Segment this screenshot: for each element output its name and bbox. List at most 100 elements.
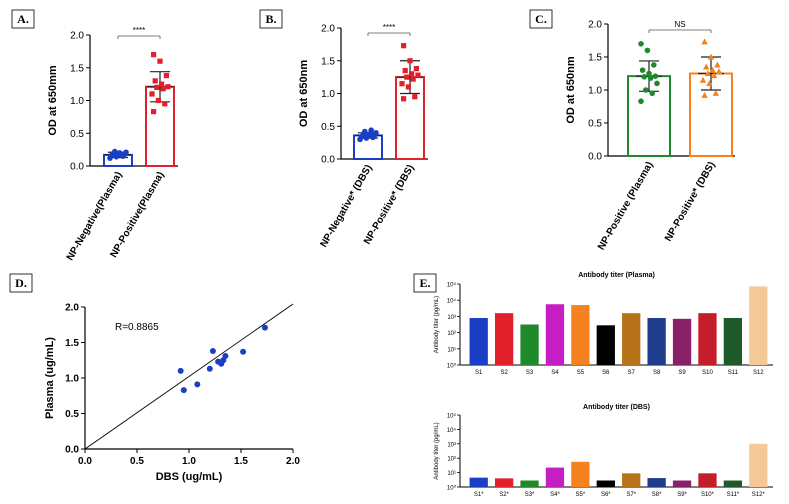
panel-label-text: A. [17,12,29,26]
data-point [157,58,163,64]
category-label: S7* [626,492,636,498]
data-point [151,52,157,58]
y-tick-label: 2.0 [588,20,602,31]
y-tick-label: 0.0 [588,152,602,163]
x-tick-label: 0.0 [78,456,92,467]
bar-S1 [469,318,488,365]
y-axis-label: Antibody titer (pg/mL) [434,296,440,353]
data-point [410,76,416,82]
data-point [152,78,158,84]
y-tick-label: 0.5 [588,119,602,130]
category-label: S5* [576,492,586,498]
category-label: S8 [653,370,661,376]
category-label: S3 [526,370,534,376]
panel-label-text: D. [15,276,27,290]
y-tick-label: 10¹ [447,347,456,353]
data-point [368,127,375,133]
bar-S4* [545,467,565,487]
category-label: S9 [678,370,686,376]
bar-S8* [647,478,666,487]
data-point [405,84,411,90]
y-axis-label: OD at 650nm [298,60,310,127]
data-point [123,149,129,156]
regression-line [84,303,294,450]
data-point [652,73,659,79]
data-point [699,76,707,83]
data-point [112,148,118,155]
data-point [180,387,187,394]
data-point [159,81,165,87]
y-tick-label: 10⁰ [447,363,457,370]
data-point [651,62,657,68]
data-point [654,80,660,87]
data-point [701,91,708,98]
y-tick-label: 10⁴ [447,427,457,434]
bar-S1* [469,477,488,487]
y-tick-label: 10¹ [447,471,456,477]
data-point [404,74,410,80]
category-label: S8* [652,492,662,498]
data-point [703,63,710,70]
panel-label-border [259,9,283,29]
y-axis-label: Plasma (ug/mL) [44,337,56,419]
data-point [401,43,407,49]
panel-label-border [529,9,553,29]
panel-label-text: C. [535,12,547,26]
category-label: S3* [525,492,535,498]
bar-S12 [749,286,768,365]
y-tick-label: 1.5 [70,63,84,74]
category-label: S7 [628,370,636,376]
category-label: S5 [577,370,585,376]
panel-label-box: B. [259,9,283,29]
data-point [240,348,247,355]
category-label: S6* [601,492,611,498]
data-point [646,70,652,77]
x-tick-label: 1.0 [182,456,196,467]
y-tick-label: 2.0 [70,31,84,42]
category-label: S9* [677,492,687,498]
category-label: NP-Positive (Plasma) [596,160,656,252]
data-point [209,348,216,355]
bar-S10* [698,473,717,487]
y-tick-label: 2.0 [65,303,79,314]
category-label: S2 [500,370,508,376]
bar-S5* [571,461,590,487]
y-tick-label: 0.5 [70,129,84,140]
y-tick-label: 10⁰ [447,485,457,492]
data-point [707,53,715,60]
data-point [151,109,157,115]
bar-S5 [571,305,590,365]
panel-label-border [413,273,437,293]
y-tick-label: 0.0 [70,162,84,173]
x-tick-label: 0.5 [130,456,144,467]
data-point [401,96,407,102]
panel-label-box: E. [413,273,437,293]
category-label: S2* [499,492,509,498]
y-axis-label: OD at 650mm [47,65,59,136]
data-point [638,41,644,47]
data-point [373,130,379,136]
data-point [362,128,368,135]
y-tick-label: 1.0 [588,86,602,97]
data-point [149,91,155,97]
data-point [701,38,708,45]
x-tick-label: 1.5 [234,456,248,467]
y-tick-label: 1.0 [65,374,79,385]
x-tick-label: 2.0 [286,456,300,467]
y-tick-label: 0.0 [321,155,335,166]
bar-S9 [672,318,692,365]
y-tick-label: 10⁴ [447,298,457,305]
y-tick-label: 1.0 [70,96,84,107]
category-label: S10 [702,370,713,376]
bar-S2* [494,478,514,487]
data-point [409,71,415,77]
panel-label-text: E. [419,276,430,290]
data-point [412,94,418,100]
data-point [638,98,644,105]
bar-S10 [698,313,717,365]
category-label: S6 [602,370,610,376]
data-point [206,365,213,372]
category-label: NP-Positive* (DBS) [663,160,718,243]
data-point [714,61,721,68]
